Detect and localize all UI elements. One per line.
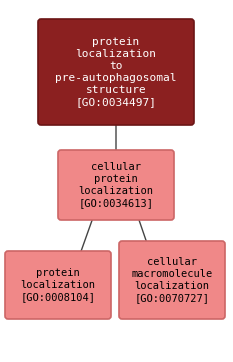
Text: protein
localization
to
pre-autophagosomal
structure
[GO:0034497]: protein localization to pre-autophagosom… (55, 37, 177, 107)
Text: cellular
protein
localization
[GO:0034613]: cellular protein localization [GO:003461… (79, 162, 154, 208)
FancyBboxPatch shape (119, 241, 225, 319)
Text: protein
localization
[GO:0008104]: protein localization [GO:0008104] (21, 268, 96, 302)
FancyBboxPatch shape (58, 150, 174, 220)
FancyBboxPatch shape (38, 19, 194, 125)
Text: cellular
macromolecule
localization
[GO:0070727]: cellular macromolecule localization [GO:… (131, 257, 213, 303)
FancyBboxPatch shape (5, 251, 111, 319)
